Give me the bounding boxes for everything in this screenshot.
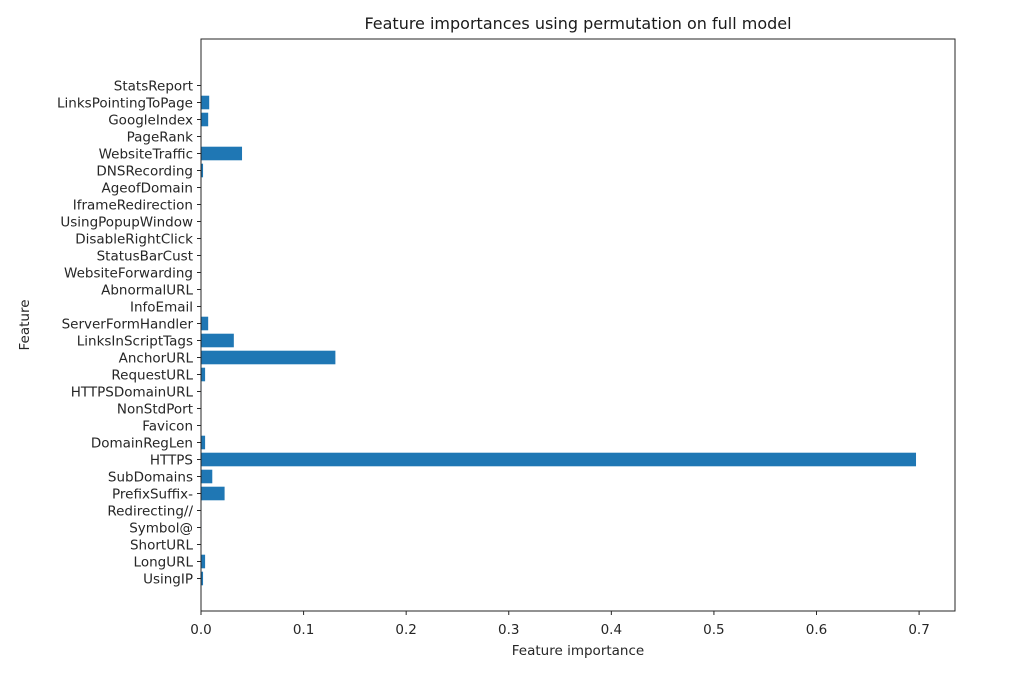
x-tick-labels: 0.0 0.1 0.2 0.3 0.4 0.5 0.6 0.7 xyxy=(190,611,930,638)
y-tick-label-longurl: LongURL xyxy=(134,555,194,571)
bar-subdomains xyxy=(201,469,213,484)
y-tick-label-linkspointingtopage: LinksPointingToPage xyxy=(57,96,193,112)
x-tick-label: 0.5 xyxy=(703,622,724,638)
y-tick-labels: UsingIPLongURLShortURLSymbol@Redirecting… xyxy=(57,79,201,588)
x-tick-label: 0.7 xyxy=(908,622,929,638)
y-tick-label-usingip: UsingIP xyxy=(143,572,193,588)
y-tick-label-googleindex: GoogleIndex xyxy=(108,113,193,129)
y-tick-label-httpsdomainurl: HTTPSDomainURL xyxy=(71,385,194,401)
y-tick-label-requesturl: RequestURL xyxy=(111,368,193,384)
x-tick-label: 0.3 xyxy=(498,622,519,638)
y-tick-label-statsreport: StatsReport xyxy=(114,79,193,95)
x-axis-label: Feature importance xyxy=(512,643,644,659)
bar-anchorurl xyxy=(201,350,336,365)
y-tick-label-prefixsuffix: PrefixSuffix- xyxy=(112,487,193,503)
y-tick-label-disablerightclick: DisableRightClick xyxy=(75,232,193,248)
chart-title: Feature importances using permutation on… xyxy=(364,14,791,33)
bar-googleindex xyxy=(201,112,209,127)
y-tick-label-dnsrecording: DNSRecording xyxy=(96,164,193,180)
y-tick-label-websitetraffic: WebsiteTraffic xyxy=(99,147,193,163)
x-tick-label: 0.2 xyxy=(395,622,416,638)
y-tick-label-symbol: Symbol@ xyxy=(129,521,193,537)
bar-websitetraffic xyxy=(201,146,243,161)
y-tick-label-usingpopupwindow: UsingPopupWindow xyxy=(60,215,193,231)
y-tick-label-serverformhandler: ServerFormHandler xyxy=(62,317,194,333)
bars-group xyxy=(201,95,917,586)
bar-linkspointingtopage xyxy=(201,95,210,110)
bar-dnsrecording xyxy=(201,163,204,178)
y-tick-label-linksinscripttags: LinksInScriptTags xyxy=(77,334,193,350)
y-tick-label-domainreglen: DomainRegLen xyxy=(91,436,193,452)
x-tick-label: 0.0 xyxy=(190,622,211,638)
x-tick-label: 0.1 xyxy=(293,622,314,638)
y-tick-label-shorturl: ShortURL xyxy=(130,538,193,554)
y-tick-label-iframeredirection: IframeRedirection xyxy=(73,198,193,214)
bar-domainreglen xyxy=(201,435,206,450)
bar-https xyxy=(201,452,917,467)
y-tick-label-redirecting: Redirecting// xyxy=(107,504,193,520)
x-tick-label: 0.4 xyxy=(601,622,622,638)
y-tick-label-nonstdport: NonStdPort xyxy=(117,402,193,418)
y-tick-label-infoemail: InfoEmail xyxy=(130,300,193,316)
bar-serverformhandler xyxy=(201,316,209,331)
bar-prefixsuffix xyxy=(201,486,225,501)
y-tick-label-anchorurl: AnchorURL xyxy=(119,351,194,367)
y-tick-label-ageofdomain: AgeofDomain xyxy=(101,181,193,197)
y-tick-label-https: HTTPS xyxy=(150,453,193,469)
bar-linksinscripttags xyxy=(201,333,234,348)
bar-requesturl xyxy=(201,367,206,382)
bar-usingip xyxy=(201,571,204,586)
y-tick-label-pagerank: PageRank xyxy=(127,130,194,146)
y-tick-label-statusbarcust: StatusBarCust xyxy=(97,249,193,265)
y-axis-label: Feature xyxy=(17,299,33,350)
y-tick-label-favicon: Favicon xyxy=(142,419,193,435)
y-tick-label-websiteforwarding: WebsiteForwarding xyxy=(64,266,193,282)
x-tick-label: 0.6 xyxy=(806,622,827,638)
plot-frame xyxy=(200,38,956,612)
bar-longurl xyxy=(201,554,206,569)
y-tick-label-abnormalurl: AbnormalURL xyxy=(101,283,193,299)
y-tick-label-subdomains: SubDomains xyxy=(108,470,193,486)
